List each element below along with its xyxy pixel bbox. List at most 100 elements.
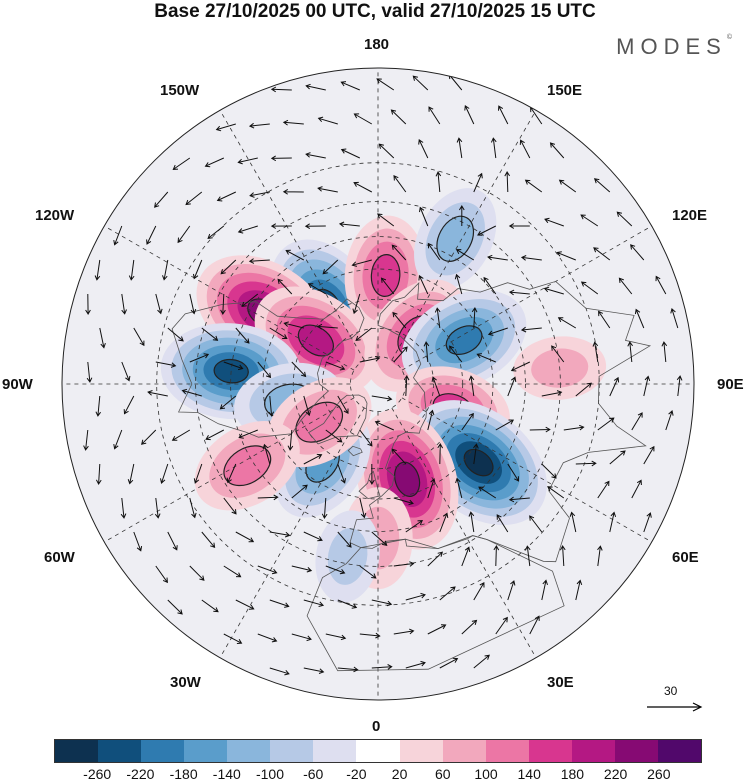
wind-arrow bbox=[627, 341, 633, 363]
colorbar-tick-label: 140 bbox=[517, 766, 541, 782]
wind-arrow bbox=[201, 599, 219, 613]
wind-arrow bbox=[155, 565, 168, 584]
wind-arrow bbox=[160, 463, 169, 484]
wind-arrow bbox=[618, 277, 633, 295]
lon-label-60w: 60W bbox=[44, 549, 75, 566]
wind-arrow bbox=[609, 450, 626, 465]
coastline bbox=[306, 535, 565, 672]
wind-arrow bbox=[393, 628, 415, 635]
wind-arrow bbox=[507, 463, 520, 482]
wind-arrow bbox=[403, 375, 410, 397]
anomaly-center bbox=[401, 290, 527, 391]
wind-vectors bbox=[83, 73, 683, 676]
coastline bbox=[358, 470, 381, 500]
wind-arrow bbox=[598, 310, 611, 329]
wind-arrow bbox=[141, 429, 157, 445]
wind-arrow bbox=[303, 531, 323, 542]
meridian bbox=[104, 397, 355, 543]
wind-arrow bbox=[371, 664, 393, 670]
wind-arrow bbox=[215, 123, 236, 132]
meridian bbox=[219, 110, 365, 361]
wind-arrow bbox=[376, 78, 395, 91]
coastline bbox=[347, 445, 363, 457]
wind-arrow bbox=[496, 514, 509, 533]
wind-arrow bbox=[154, 497, 161, 519]
colorbar-tick-label: 180 bbox=[560, 766, 585, 782]
wind-arrow bbox=[468, 375, 475, 397]
wind-arrow bbox=[146, 225, 157, 245]
wind-arrow bbox=[305, 152, 326, 159]
wind-arrow bbox=[655, 275, 667, 295]
wind-arrow bbox=[393, 561, 415, 567]
wind-arrow bbox=[391, 244, 407, 261]
colorbar-bin bbox=[614, 740, 658, 762]
wind-arrow bbox=[337, 463, 346, 484]
wind-arrow bbox=[471, 307, 478, 329]
wind-arrow bbox=[337, 599, 358, 609]
wind-arrow bbox=[455, 477, 463, 499]
colorbar-bin bbox=[485, 740, 529, 762]
wind-arrow bbox=[269, 531, 291, 538]
wind-arrow bbox=[616, 211, 633, 227]
colorbar-bin bbox=[528, 740, 572, 762]
wind-arrow bbox=[529, 515, 543, 533]
wind-arrow bbox=[609, 511, 617, 533]
wind-arrow bbox=[262, 443, 271, 465]
wind-arrow bbox=[427, 242, 441, 261]
colorbar-tick-label: -140 bbox=[212, 766, 241, 782]
wind-arrow bbox=[419, 206, 429, 227]
wind-arrow bbox=[270, 155, 292, 162]
wind-arrow bbox=[120, 497, 127, 519]
coastline bbox=[171, 298, 365, 438]
wind-arrow bbox=[291, 361, 307, 378]
wind-arrow bbox=[283, 321, 304, 329]
colorbar-tick-label: -60 bbox=[303, 766, 324, 782]
wind-arrow bbox=[428, 106, 441, 125]
wind-arrow bbox=[257, 565, 278, 575]
wind-arrow bbox=[418, 274, 429, 295]
anomaly-contour bbox=[445, 325, 483, 355]
wind-arrow bbox=[458, 205, 465, 226]
wind-arrow bbox=[464, 105, 475, 125]
wind-arrow bbox=[609, 376, 620, 397]
wind-arrow bbox=[676, 375, 683, 397]
wind-arrow bbox=[405, 660, 426, 669]
wind-arrow bbox=[473, 654, 490, 669]
colorbar-tick-label: 260 bbox=[647, 766, 671, 782]
wind-arrow bbox=[547, 486, 565, 499]
wind-arrow bbox=[285, 249, 305, 261]
meridian bbox=[104, 225, 355, 371]
wind-arrow bbox=[155, 361, 177, 368]
wind-arrow bbox=[559, 545, 566, 567]
colorbar-bin bbox=[442, 740, 486, 762]
wind-arrow bbox=[529, 615, 540, 635]
wind-arrow bbox=[543, 286, 564, 295]
wind-arrow bbox=[507, 376, 517, 397]
latitude-circle bbox=[321, 327, 435, 441]
wind-arrow bbox=[303, 453, 323, 465]
wind-arrow bbox=[123, 395, 135, 415]
wind-arrow bbox=[353, 113, 373, 125]
wind-arrow bbox=[665, 410, 674, 431]
wind-arrow bbox=[269, 667, 290, 676]
wind-arrow bbox=[359, 356, 381, 363]
map-boundary bbox=[61, 67, 695, 701]
lon-label-150e: 150E bbox=[547, 82, 583, 99]
lon-label-90w: 90W bbox=[2, 376, 33, 393]
wind-arrow bbox=[352, 293, 361, 315]
wind-arrow bbox=[378, 143, 395, 159]
wind-arrow bbox=[307, 283, 327, 295]
colorbar-tick-label: -20 bbox=[346, 766, 367, 782]
meridian bbox=[391, 407, 537, 658]
wind-arrow bbox=[113, 225, 123, 246]
wind-arrow bbox=[439, 657, 459, 669]
wind-arrow bbox=[670, 307, 679, 329]
brand-logo: MODES© bbox=[616, 34, 732, 60]
wind-arrow bbox=[473, 443, 479, 465]
wind-arrow bbox=[391, 448, 407, 465]
wind-arrow bbox=[405, 520, 423, 533]
wind-arrow bbox=[235, 599, 255, 610]
lon-label-150w: 150W bbox=[160, 82, 200, 99]
wind-arrow bbox=[248, 258, 270, 264]
wind-arrow bbox=[248, 122, 270, 129]
